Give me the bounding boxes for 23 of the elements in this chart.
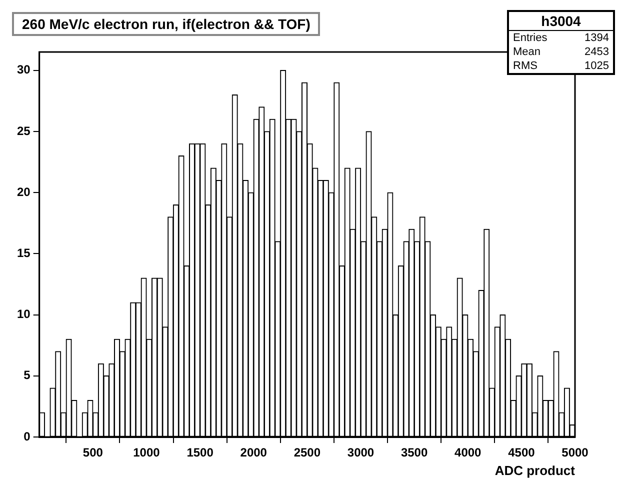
text: h3004	[509, 12, 613, 31]
y-tick-label: 5	[24, 368, 31, 382]
x-tick-label: 4000	[454, 446, 482, 460]
x-tick-label: 3000	[347, 446, 374, 460]
x-tick-label: 2500	[294, 446, 321, 460]
x-tick-label: 3500	[400, 446, 428, 460]
y-tick-label: 0	[24, 429, 31, 444]
x-tick-label: 2000	[240, 446, 268, 460]
text: Entries 1394	[513, 32, 609, 44]
x-tick-label: 500	[82, 446, 104, 460]
y-tick-label: 15	[16, 246, 31, 260]
chart-title: 260 MeV/c electron run, if(electron && TOF)	[12, 12, 320, 36]
x-tick-label: 5000	[562, 446, 589, 460]
y-tick-label: 25	[16, 124, 31, 138]
text: Mean 2453	[513, 46, 609, 58]
x-axis-title: ADC product	[494, 462, 576, 478]
y-tick-label: 20	[16, 184, 31, 199]
y-tick-label: 10	[16, 307, 31, 322]
x-tick-label: 1500	[186, 446, 214, 460]
x-tick-label: 1000	[133, 446, 160, 460]
y-tick-label: 30	[16, 62, 31, 77]
x-tick-label: 4500	[508, 446, 536, 460]
text: RMS 1025	[513, 60, 609, 72]
